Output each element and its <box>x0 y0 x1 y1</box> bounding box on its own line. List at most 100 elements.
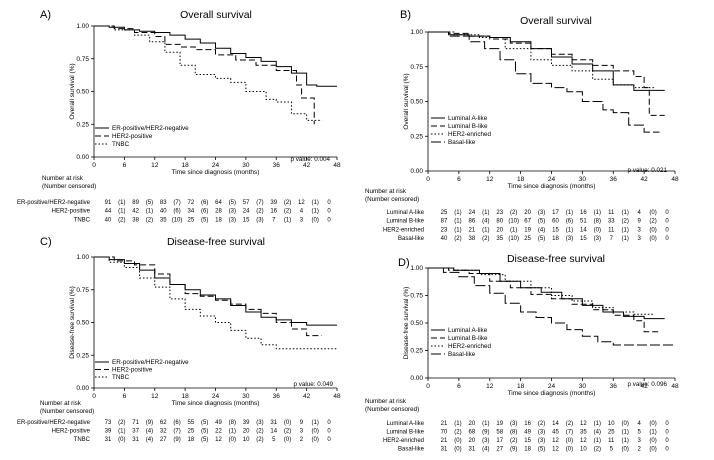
panel-2-risk-cell: 19 <box>524 227 531 233</box>
panel-4-risk-cell: 3 <box>637 438 641 444</box>
panel-1-risk-cell: 91 <box>105 200 112 206</box>
panel-1-risk-cell: 0 <box>327 200 331 206</box>
panel-2-y-tick-label: 0.75 <box>410 64 423 71</box>
panel-2-curve-3 <box>428 31 655 89</box>
panel-3-risk-cell: 0 <box>327 437 331 443</box>
panel-3-risk-cell: (3) <box>256 420 263 426</box>
panel-1-risk-cell: (5) <box>229 200 236 206</box>
panel-3-risk-cell: 73 <box>105 420 112 426</box>
panel-2-risk-cell: (1) <box>622 227 629 233</box>
panel-3-risk-row-label: ER-positive/HER2-negative <box>17 420 91 426</box>
panel-4-risk-cell: 10 <box>580 447 587 453</box>
panel-3-risk-cell: 37 <box>132 429 139 435</box>
panel-1-curve-3 <box>94 25 322 121</box>
panel-4-y-tick-label: 1.00 <box>410 265 423 272</box>
panel-3-risk-cell: 14 <box>270 429 277 435</box>
panel-2-x-tick-label: 0 <box>426 176 430 183</box>
panel-2-risk-cell: 15 <box>580 236 587 242</box>
panel-1-y-tick-label: 0.25 <box>76 121 89 128</box>
panel-2-risk-cell: 11 <box>608 227 615 233</box>
panel-2-x-tick-label: 6 <box>457 176 461 183</box>
panel-1-risk-cell: (6) <box>201 200 208 206</box>
panel-2-risk-cell: (1) <box>510 227 517 233</box>
panel-2-risk-cell: 7 <box>610 236 614 242</box>
panel-2-curve-1 <box>428 31 665 91</box>
panel-3-risk-cell: (0) <box>229 437 236 443</box>
panel-3-risk-cell: (1) <box>118 429 125 435</box>
panel-4-risk-cell: (3) <box>482 438 489 444</box>
panel-3-curve-2 <box>94 256 322 337</box>
panel-4-risk-cell: 15 <box>524 438 531 444</box>
panel-1-curve-2 <box>94 25 315 125</box>
panel-3-risk-cell: (5) <box>201 437 208 443</box>
panel-2-risk-cell: 17 <box>552 210 559 216</box>
panel-2-risk-cell: (2) <box>482 236 489 242</box>
panel-3-y-tick-label: 0.75 <box>76 287 89 294</box>
panel-4-risk-cell: 68 <box>469 430 476 436</box>
panel-1-risk-cell: (6) <box>173 209 180 215</box>
panel-2-risk-row-label: HER2-enriched <box>383 227 424 233</box>
panel-2-risk-cell: (1) <box>622 210 629 216</box>
panel-4-risk-cell: (0) <box>566 447 573 453</box>
panel-3-risk-cell: 10 <box>243 437 250 443</box>
panel-4-risk-cell: (0) <box>649 447 656 453</box>
panel-4-y-tick-label: 0.50 <box>410 320 423 327</box>
panel-3-risk-row-label: HER2-positive <box>52 429 91 435</box>
panel-2-risk-cell: (6) <box>566 219 573 225</box>
panel-4-x-tick-label: 30 <box>579 383 587 390</box>
panel-1-risk-cell: (3) <box>229 217 236 223</box>
panel-1-risk-cell: (7) <box>173 200 180 206</box>
panel-3-legend-label-2: HER2-positive <box>112 367 153 374</box>
panel-4-risk-cell: (2) <box>538 421 545 427</box>
panel-2-x-tick-label: 30 <box>579 176 587 183</box>
panel-4-risk-cell: 70 <box>441 430 448 436</box>
panel-3-risk-cell: 31 <box>270 420 277 426</box>
panel-1-risk-cell: 3 <box>300 217 304 223</box>
panel-3-risk-cell: (1) <box>229 429 236 435</box>
panel-2-chart-title: Overall survival <box>520 15 592 27</box>
panel-4-risk-cell: 14 <box>552 421 559 427</box>
panel-3-risk-cell: 55 <box>188 420 195 426</box>
panel-2-risk-cell: (10) <box>508 236 519 242</box>
panel-2-risk-cell: 3 <box>637 227 641 233</box>
panel-1-risk-cell: 83 <box>160 200 167 206</box>
panel-1-risk-cell: 28 <box>215 209 222 215</box>
panel-3-risk-cell: 22 <box>215 429 222 435</box>
panel-2-risk-row-label: Basal-like <box>398 236 425 242</box>
panel-2-risk-cell: 25 <box>441 210 448 216</box>
panel-2-p-value: p value: 0.021 <box>627 167 667 174</box>
panel-1-x-tick-label: 18 <box>182 162 190 169</box>
panel-4-risk-cell: (2) <box>566 421 573 427</box>
panel-4-curve-2 <box>428 267 660 333</box>
panel-4-risk-cell: 10 <box>608 421 615 427</box>
panel-4-risk-cell: (1) <box>649 430 656 436</box>
panel-2-y-tick-label: 0.50 <box>410 99 423 106</box>
panel-2-risk-cell: 87 <box>441 219 448 225</box>
panel-2-risk-cell: 0 <box>665 227 669 233</box>
panel-1-risk-subheader: (Number censored) <box>42 183 96 190</box>
panel-2-risk-cell: (1) <box>566 227 573 233</box>
panel-2-risk-cell: 60 <box>552 219 559 225</box>
panel-1-risk-cell: 40 <box>105 217 112 223</box>
panel-3-risk-cell: (0) <box>118 437 125 443</box>
panel-4-x-tick-label: 48 <box>671 383 679 390</box>
panel-4-risk-cell: 25 <box>608 430 615 436</box>
panel-2-risk-cell: 0 <box>665 236 669 242</box>
panel-4-risk-cell: (8) <box>510 430 517 436</box>
panel-1-risk-row-label: ER-positive/HER2-negative <box>17 200 91 206</box>
panel-3-risk-cell: (1) <box>312 420 319 426</box>
panel-4-legend-label-1: Luminal A-like <box>448 327 488 334</box>
panel-4-risk-cell: 12 <box>552 438 559 444</box>
panel-2-curve-2 <box>428 31 665 116</box>
panel-1-y-tick-label: 0.00 <box>76 154 89 161</box>
panel-1-legend-label-2: HER2-positive <box>112 133 153 140</box>
panel-2-risk-cell: 9 <box>637 219 641 225</box>
panel-1-risk-cell: 39 <box>270 200 277 206</box>
panel-2-risk-cell: 15 <box>552 227 559 233</box>
panel-4-risk-cell: 5 <box>610 447 614 453</box>
panel-2-risk-row-label: Luminal A-like <box>387 210 425 216</box>
panel-3-risk-cell: 31 <box>105 437 112 443</box>
panel-1-y-axis-label: Overall survival (%) <box>69 63 76 119</box>
panel-1-y-tick-label: 1.00 <box>76 23 89 30</box>
panel-3-x-tick-label: 30 <box>242 393 250 400</box>
